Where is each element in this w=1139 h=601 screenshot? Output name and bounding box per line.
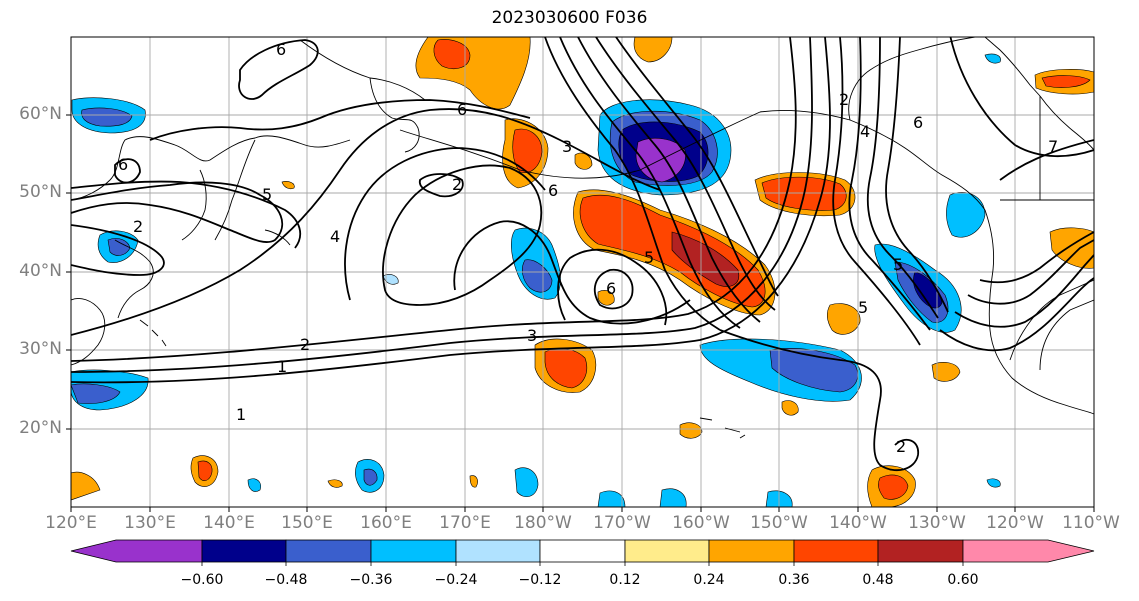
colorbar-segment (201, 539, 287, 563)
contour-label: 6 (606, 279, 616, 298)
lon-label: 160°W (672, 513, 730, 533)
colorbar-tick-label: 0.24 (693, 572, 725, 588)
contour-label: 6 (276, 40, 286, 59)
contour-label: 4 (860, 122, 870, 141)
contour-label: 2 (452, 175, 462, 194)
colorbar-segment (455, 539, 541, 563)
positive-anomaly-small-16 (281, 181, 295, 190)
negative-anomaly-small-17 (382, 274, 399, 285)
positive-anomaly-alaska-east-inner (1041, 75, 1091, 88)
contour-label: 2 (133, 217, 143, 236)
contour-label: 2 (896, 437, 906, 456)
positive-anomaly-baja (931, 362, 961, 382)
colorbar-segment (624, 539, 710, 563)
lon-label: 130°W (908, 513, 966, 533)
map-title: 2023030600 F036 (491, 8, 648, 28)
lon-label: 160°E (360, 513, 412, 533)
contour-label: 5 (858, 298, 868, 317)
negative-anomaly-china-coast-inner (71, 383, 121, 404)
colorbar-segment (962, 539, 1095, 563)
lat-label: 40°N (19, 261, 62, 281)
colorbar-segment (539, 539, 626, 563)
lat-label: 60°N (19, 104, 62, 124)
colorbar-tick-label: 0.60 (947, 572, 979, 588)
colorbar-tick-label: −0.48 (264, 572, 308, 588)
contour-label: 6 (118, 155, 128, 174)
contour-label: 6 (548, 181, 558, 200)
colorbar-tick-label: −0.24 (434, 572, 478, 588)
contour-label: 6 (457, 100, 467, 119)
negative-anomaly-canada (946, 192, 986, 238)
lat-label: 30°N (19, 339, 62, 359)
lon-label: 170°E (439, 513, 491, 533)
contour-label: 5 (893, 255, 903, 274)
colorbar-tick-label: 0.36 (778, 572, 810, 588)
colorbar-segment (70, 539, 203, 563)
negative-anomaly-small-5 (659, 488, 687, 507)
lon-label: 120°W (986, 513, 1044, 533)
contour-label: 1 (236, 405, 246, 424)
colorbar-tick-label: −0.36 (349, 572, 393, 588)
colorbar-segment (877, 539, 964, 563)
lon-label: 130°E (124, 513, 176, 533)
negative-anomaly-small-11 (984, 53, 1001, 64)
lon-label: 170°W (593, 513, 651, 533)
contour-label: 6 (913, 113, 923, 132)
colorbar-tick-label: −0.12 (518, 572, 562, 588)
negative-anomaly-dateline-inner (521, 259, 553, 293)
negative-anomaly-small-3 (514, 467, 539, 498)
contour-label: 2 (300, 335, 310, 354)
lon-label: 180°W (514, 513, 572, 533)
positive-anomaly-small-18 (469, 475, 478, 488)
contour-labels: 6 6 6 2 5 4 2 6 5 1 2 3 6 5 2 4 6 7 5 3 … (118, 40, 1058, 456)
lon-label: 120°E (45, 513, 97, 533)
axis-ticks (66, 114, 1095, 512)
positive-anomaly-small-7 (679, 422, 703, 439)
lat-label: 50°N (19, 182, 62, 202)
colorbar-tick-label: 0.12 (609, 572, 641, 588)
colorbar-segment (708, 539, 795, 563)
lon-label: 140°W (829, 513, 887, 533)
positive-anomaly-hawaii-west (826, 303, 861, 335)
negative-anomaly-small-4 (597, 490, 626, 507)
contour-lines (71, 37, 1094, 472)
colorbar-segment (285, 539, 372, 563)
positive-anomaly-small-8 (781, 400, 799, 416)
colorbar (70, 539, 1095, 566)
positive-anomaly-small-14 (327, 479, 343, 488)
contour-label: 2 (839, 90, 849, 109)
positive-anomaly-small-15 (71, 471, 101, 501)
colorbar-tick-label: 0.48 (862, 572, 894, 588)
contour-label: 3 (527, 326, 537, 345)
contour-label: 3 (562, 137, 572, 156)
negative-anomaly-small-13 (986, 478, 1001, 488)
positive-anomaly-small-9 (597, 290, 615, 306)
map-plot-area: 6 6 6 2 5 4 2 6 5 1 2 3 6 5 2 4 6 7 5 3 … (71, 37, 1094, 507)
negative-anomaly-okhotsk-inner (81, 107, 133, 127)
contour-label: 5 (644, 248, 654, 267)
negative-anomaly-small-12 (247, 478, 261, 492)
positive-anomaly-small-10 (574, 152, 593, 170)
contour-label: 4 (330, 227, 340, 246)
positive-anomaly-bering-inner (433, 39, 471, 69)
positive-anomaly-bering (415, 37, 531, 110)
colorbar-tick-label: −0.60 (180, 572, 224, 588)
positive-anomaly-small-1-inner (197, 460, 213, 481)
colorbar-segment (370, 539, 457, 563)
lon-label: 110°W (1062, 513, 1120, 533)
lon-label: 150°E (281, 513, 333, 533)
positive-anomaly-mexico-offshore-inner (878, 474, 909, 500)
contour-label: 1 (277, 357, 287, 376)
lat-label: 20°N (19, 418, 62, 438)
positive-anomaly-arctic (633, 37, 673, 63)
contour-label: 7 (1048, 137, 1058, 156)
colorbar-segment (793, 539, 879, 563)
lon-label: 140°E (203, 513, 255, 533)
negative-anomaly-small-2-inner (363, 468, 378, 486)
lon-label: 150°W (750, 513, 808, 533)
positive-anomaly-aleutian-inner (512, 128, 543, 173)
contour-label: 5 (262, 185, 272, 204)
